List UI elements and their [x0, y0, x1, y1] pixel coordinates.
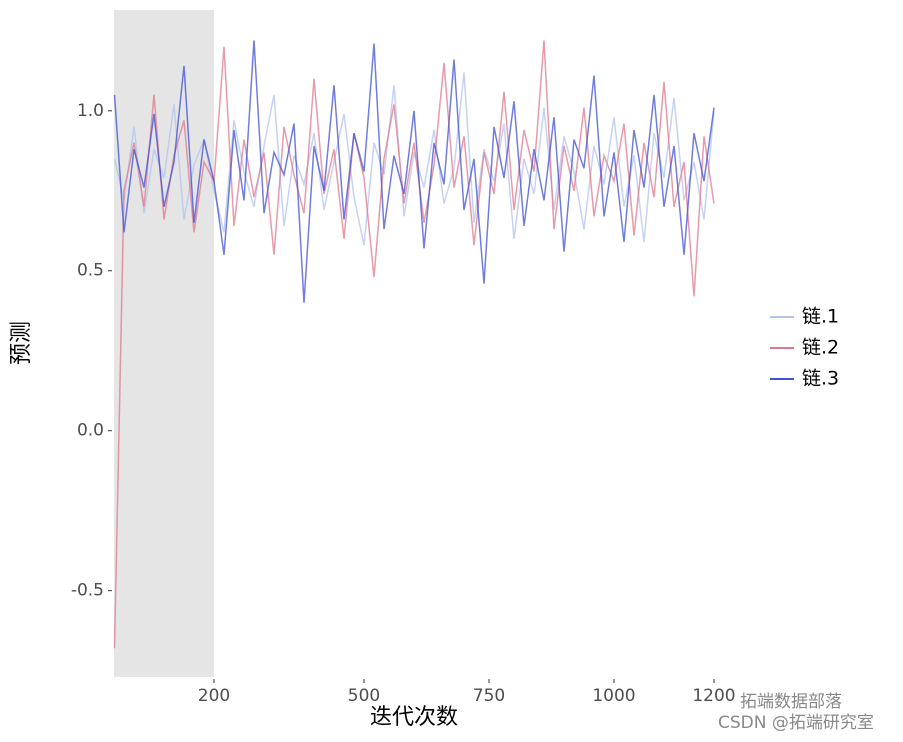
y-axis-title: 预测: [9, 321, 34, 365]
watermark: CSDN @拓端研究室: [718, 713, 874, 733]
x-tick-label: 500: [348, 686, 380, 706]
warmup-region: [114, 10, 214, 677]
y-tick-label: -0.5: [71, 581, 104, 601]
legend-label: 链.3: [802, 368, 839, 390]
watermark: 拓端数据部落: [740, 692, 842, 712]
x-tick-label: 1000: [592, 686, 635, 706]
x-tick-label: 1200: [692, 686, 735, 706]
legend-label: 链.2: [802, 337, 839, 359]
legend-label: 链.1: [802, 306, 839, 328]
series-line: [113, 72, 715, 246]
x-tick-label: 750: [473, 686, 505, 706]
y-tick-label: 1.0: [77, 101, 104, 121]
y-tick-label: 0.5: [77, 261, 104, 281]
x-axis-title: 迭代次数: [370, 705, 458, 730]
x-tick-label: 200: [198, 686, 230, 706]
series-line: [113, 40, 715, 303]
y-tick-label: 0.0: [77, 421, 104, 441]
